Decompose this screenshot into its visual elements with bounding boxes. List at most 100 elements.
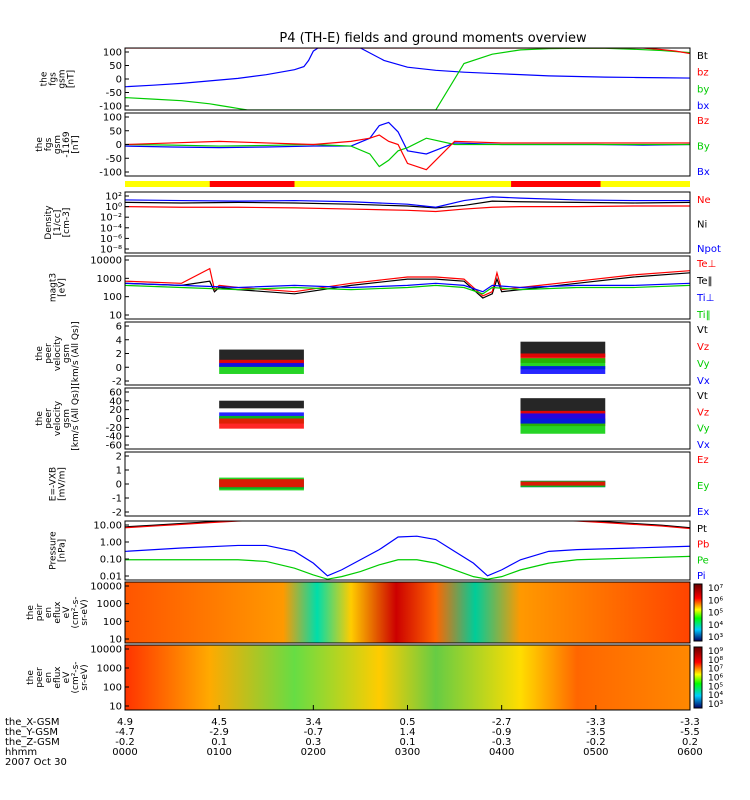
y-tick-label: 0 bbox=[116, 140, 122, 151]
y-tick-label: 100 bbox=[103, 683, 122, 694]
x-tick-label: -5.5 bbox=[680, 727, 700, 738]
y-tick-label: 20 bbox=[109, 405, 122, 416]
legend-entry: Ne bbox=[697, 195, 711, 206]
y-axis-label: the bbox=[26, 605, 36, 620]
plot-area bbox=[219, 341, 606, 374]
y-tick-label: 1.00 bbox=[100, 538, 122, 549]
x-tick-label: 0600 bbox=[677, 747, 702, 758]
y-tick-label: 10 bbox=[109, 702, 122, 713]
legend-entry: Vt bbox=[697, 325, 708, 336]
x-tick-label: 0.3 bbox=[305, 737, 321, 748]
series-line bbox=[125, 137, 690, 168]
y-axis-label: peer bbox=[44, 408, 54, 429]
x-tick-label: -0.2 bbox=[586, 737, 606, 748]
y-axis-label: gsm bbox=[62, 344, 72, 363]
y-axis-label: en bbox=[44, 672, 54, 683]
legend-entry: by bbox=[697, 84, 709, 95]
plot-area bbox=[219, 398, 606, 434]
legend-entry: Ex bbox=[697, 507, 709, 518]
y-tick-label: 0.10 bbox=[100, 555, 122, 566]
y-axis-label: Density bbox=[44, 205, 54, 240]
colorbar-tick-label: 10⁶ bbox=[708, 674, 723, 684]
series-line bbox=[125, 555, 690, 580]
y-axis-label: magt3 bbox=[49, 273, 59, 302]
y-tick-label: -2 bbox=[112, 377, 122, 388]
series-line bbox=[125, 200, 690, 209]
y-tick-label: 0 bbox=[116, 480, 122, 491]
y-tick-label: -50 bbox=[106, 154, 122, 165]
x-tick-label: -2.7 bbox=[492, 717, 512, 728]
y-tick-label: 100 bbox=[103, 292, 122, 303]
panel-7: 2 1 0 -1 -2 E=-VXB [mV/m] Ez Ey Ex bbox=[49, 451, 709, 519]
legend-entry: Vx bbox=[697, 376, 710, 387]
figure-title: P4 (TH-E) fields and ground moments over… bbox=[279, 31, 587, 46]
legend-entry: Bt bbox=[697, 51, 708, 62]
heatmap-image bbox=[125, 645, 690, 710]
y-axis-label: the bbox=[26, 670, 36, 685]
y-tick-label: -1 bbox=[112, 494, 122, 505]
x-tick-label: 4.9 bbox=[117, 717, 133, 728]
y-axis-label: gsm bbox=[58, 69, 68, 88]
plot-area bbox=[125, 645, 690, 710]
x-tick-label: 0.1 bbox=[400, 737, 416, 748]
y-axis-label: eflux bbox=[53, 666, 63, 689]
x-tick-label: 0000 bbox=[112, 747, 137, 758]
y-axis-label: en bbox=[44, 607, 54, 618]
x-tick-label: 0200 bbox=[301, 747, 326, 758]
colorbar bbox=[693, 646, 703, 709]
legend-entry: Vx bbox=[697, 440, 710, 451]
series-line bbox=[125, 48, 690, 55]
data-band bbox=[520, 398, 606, 414]
x-tick-label: 4.5 bbox=[211, 717, 227, 728]
plot-area bbox=[125, 48, 690, 110]
plot-area bbox=[125, 121, 690, 171]
panel-4: 10000 1000 100 10 magt3 [eV] Te⊥ Te‖ Ti⊥ Ti‖ bbox=[49, 255, 716, 322]
y-tick-label: 0.01 bbox=[100, 572, 122, 583]
data-band bbox=[219, 364, 304, 374]
y-tick-label: 1000 bbox=[97, 664, 122, 675]
x-tick-label: 3.4 bbox=[305, 717, 321, 728]
legend-entry: bz bbox=[697, 68, 709, 79]
colorbar-tick-label: 10⁸ bbox=[708, 656, 723, 666]
legend-entry: Te‖ bbox=[696, 276, 713, 287]
x-row-label: hhmm bbox=[5, 747, 37, 758]
heatmap-image bbox=[125, 582, 690, 643]
y-axis-label: the bbox=[35, 137, 45, 152]
y-axis-label: the bbox=[40, 71, 50, 86]
x-tick-label: -0.2 bbox=[115, 737, 135, 748]
legend-entry: Npot bbox=[697, 244, 721, 255]
y-axis-label: fgs bbox=[44, 137, 54, 151]
y-tick-label: 0 bbox=[116, 414, 122, 425]
panel-frame bbox=[124, 581, 691, 644]
y-tick-label: 100 bbox=[103, 48, 122, 59]
y-axis-label: [nPa] bbox=[58, 539, 68, 562]
data-band bbox=[520, 366, 606, 374]
y-tick-label: 10⁰ bbox=[105, 202, 122, 213]
plot-area bbox=[219, 477, 606, 491]
legend-entry: Pt bbox=[697, 524, 707, 535]
legend-entry: Vy bbox=[697, 359, 710, 370]
y-axis-label: peer bbox=[44, 343, 54, 364]
panel-frame bbox=[124, 520, 691, 581]
series-line bbox=[125, 282, 690, 293]
y-tick-label: -100 bbox=[99, 102, 122, 113]
y-tick-label: 2 bbox=[116, 452, 122, 463]
y-tick-label: -20 bbox=[106, 423, 122, 434]
y-tick-label: 100 bbox=[103, 113, 122, 124]
y-tick-label: 10⁻⁶ bbox=[100, 234, 122, 245]
series-line bbox=[125, 521, 690, 530]
y-axis-label: eV bbox=[62, 671, 72, 684]
x-tick-label: 0.5 bbox=[400, 717, 416, 728]
data-band bbox=[219, 400, 304, 409]
y-axis-label: eV bbox=[62, 606, 72, 619]
y-axis-label: Pressure bbox=[49, 531, 59, 570]
panel-0: 100 50 0 -50 -100 the fgs gsm [nT] Bt bz by bx bbox=[40, 47, 709, 113]
y-axis-label: [eV] bbox=[58, 278, 68, 297]
y-axis-label: the bbox=[35, 411, 45, 426]
x-tick-label: 0300 bbox=[395, 747, 420, 758]
x-tick-label: -3.3 bbox=[680, 717, 700, 728]
y-axis-label: eflux bbox=[53, 601, 63, 624]
